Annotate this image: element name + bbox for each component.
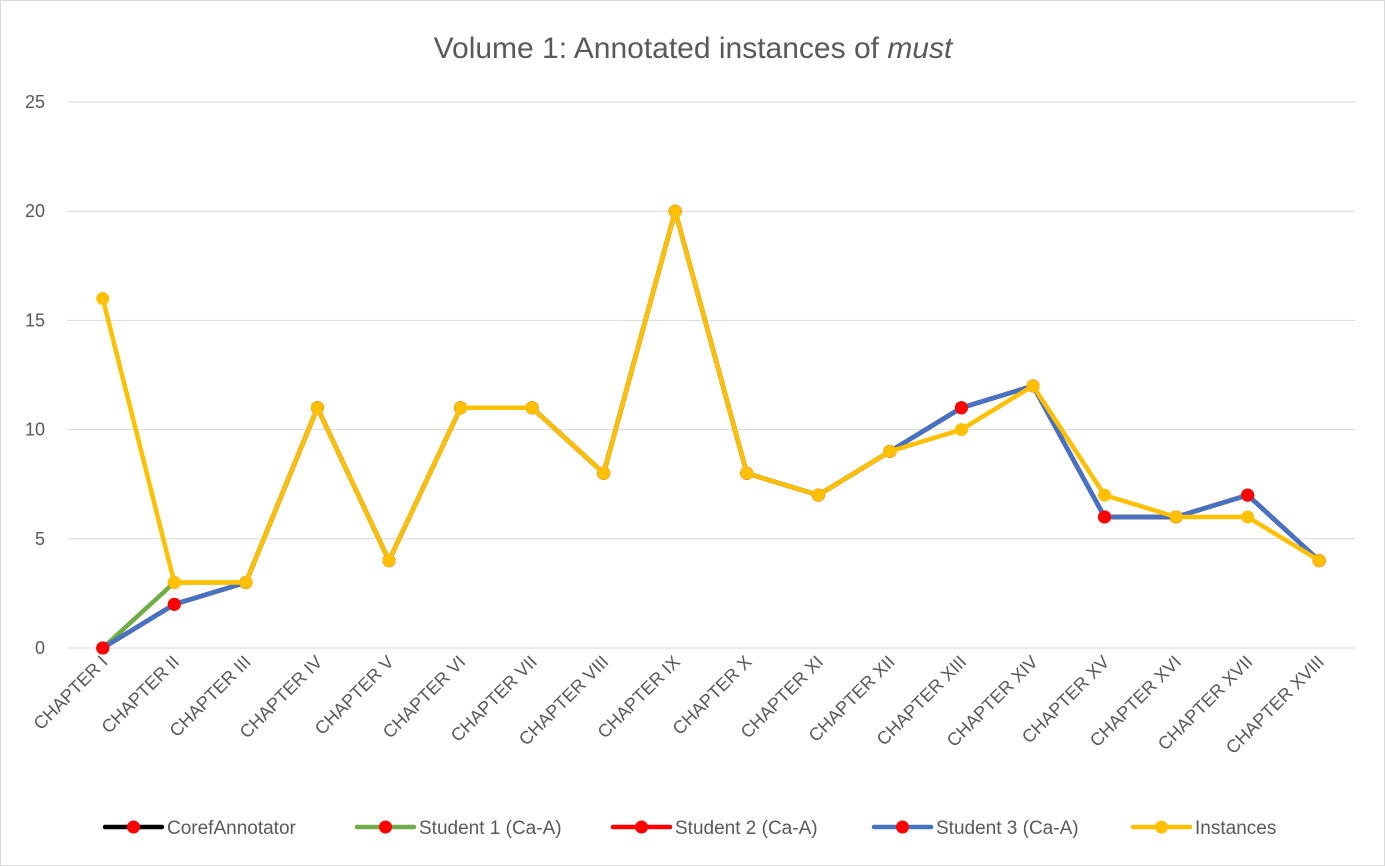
data-point (1098, 488, 1112, 502)
legend-label: Student 2 (Ca-A) (675, 818, 818, 839)
data-point (167, 575, 181, 589)
y-axis-ticks: 0 5 10 15 20 25 (25, 92, 45, 658)
data-point (954, 423, 968, 437)
legend-swatch-marker (896, 820, 909, 834)
series-line (100, 208, 1322, 585)
y-tick-label: 25 (25, 92, 45, 112)
legend-label: Instances (1195, 818, 1276, 839)
legend: CorefAnnotator Student 1 (Ca-A) Student 2 … (102, 818, 1276, 839)
chart-title-prefix: Volume 1: Annotated instances of (434, 32, 888, 65)
data-point (96, 292, 110, 306)
data-point (1169, 510, 1183, 524)
data-point (310, 401, 324, 415)
y-tick-label: 15 (25, 310, 45, 330)
legend-swatch-marker (635, 820, 648, 834)
data-point (1241, 510, 1255, 524)
y-tick-label: 0 (35, 638, 45, 658)
legend-item: Student 2 (Ca-A) (610, 818, 818, 839)
gridlines (67, 101, 1355, 649)
chart-title: Volume 1: Annotated instances of must (434, 32, 954, 65)
legend-swatch-marker (1155, 820, 1168, 834)
data-point (1241, 488, 1255, 502)
data-point (454, 401, 468, 415)
data-point (954, 401, 968, 415)
legend-item: Instances (1130, 818, 1276, 839)
data-point (811, 488, 825, 502)
y-tick-label: 20 (25, 201, 45, 221)
series-layer (96, 204, 1326, 655)
data-point (525, 401, 539, 415)
legend-label: CorefAnnotator (167, 818, 297, 839)
legend-swatch-marker (127, 820, 140, 834)
data-point (96, 641, 110, 655)
chart-title-emphasis: must (887, 32, 954, 65)
data-point (1312, 554, 1326, 568)
legend-label: Student 1 (Ca-A) (419, 818, 562, 839)
data-point (167, 597, 181, 611)
data-point (239, 575, 253, 589)
legend-label: Student 3 (Ca-A) (936, 818, 1079, 839)
legend-item: CorefAnnotator (102, 818, 297, 839)
legend-swatch-marker (379, 820, 392, 834)
data-point (740, 466, 754, 480)
y-tick-label: 10 (25, 420, 45, 440)
data-point (597, 466, 611, 480)
y-tick-label: 5 (35, 529, 45, 549)
data-point (1026, 379, 1040, 393)
legend-item: Student 1 (Ca-A) (354, 818, 562, 839)
data-point (883, 444, 897, 458)
data-point (382, 554, 396, 568)
series-4 (96, 204, 1326, 589)
legend-item: Student 3 (Ca-A) (871, 818, 1079, 839)
data-point (668, 204, 682, 218)
data-point (1098, 510, 1112, 524)
